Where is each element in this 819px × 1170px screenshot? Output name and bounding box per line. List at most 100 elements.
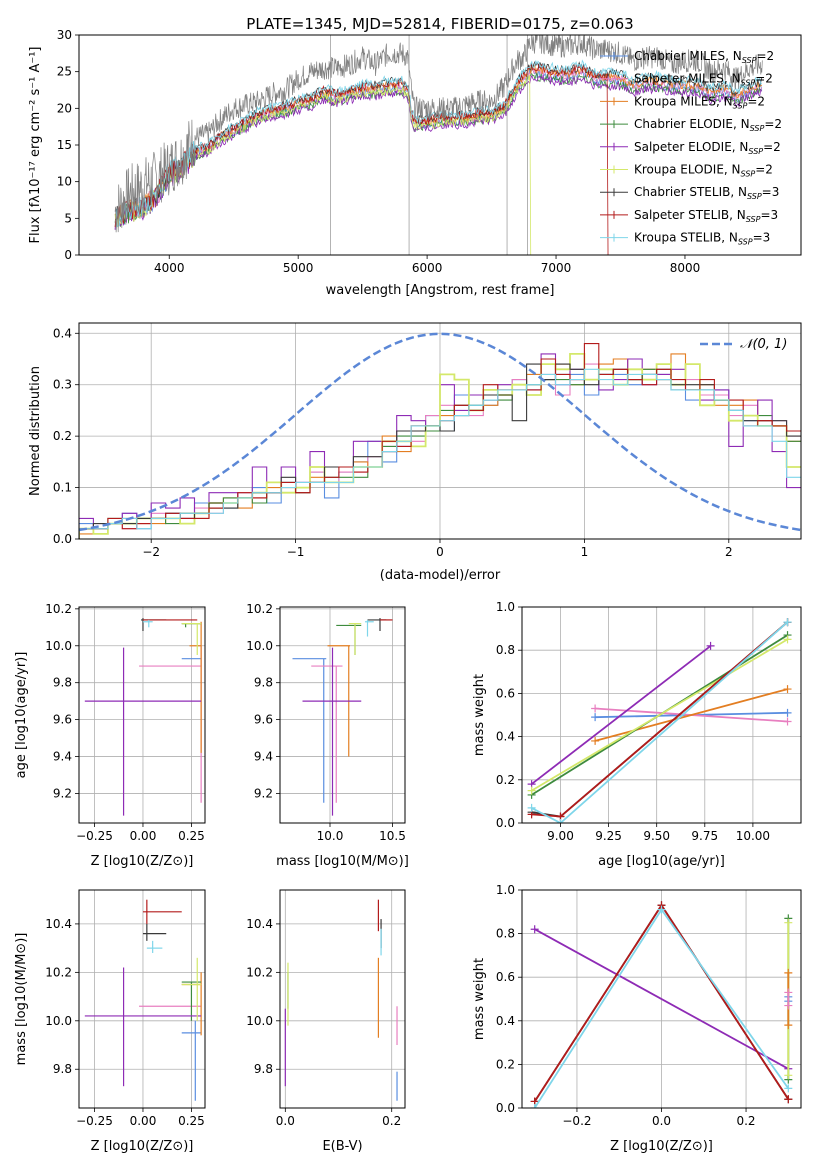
x-tick-label: 7000	[541, 261, 572, 275]
y-tick-label: 0.0	[496, 1101, 515, 1115]
y-tick-label: 0.3	[53, 378, 72, 392]
errorbar-chabrier_miles	[292, 658, 327, 803]
data-marker	[591, 736, 600, 745]
model-spectrum-kroupa_elodie	[114, 73, 532, 255]
y-axis-label: age [log10(age/yr)]	[14, 652, 29, 779]
errorbar-salpeter_elodie	[302, 647, 362, 816]
x-tick-label: 1	[581, 545, 589, 559]
legend-label: Kroupa ELODIE, NSSP=2	[634, 163, 773, 179]
y-tick-label: 0	[64, 248, 72, 262]
plot-area	[114, 35, 763, 255]
y-axis-label: Normed distribution	[28, 366, 43, 496]
y-tick-label: 9.6	[254, 713, 273, 727]
y-tick-label: 30	[57, 28, 72, 42]
errorbar-kroupa_elodie	[181, 623, 202, 655]
plot-area	[284, 899, 398, 1101]
errorbar-salpeter_elodie	[84, 967, 202, 1087]
normal-curve	[79, 332, 801, 532]
legend-label: Chabrier MILES, NSSP=2	[634, 49, 774, 65]
axes-frame	[78, 606, 206, 824]
y-tick-label: 0.4	[496, 730, 515, 744]
x-tick-label: 0.25	[178, 1114, 205, 1128]
data-marker	[784, 1084, 793, 1093]
observed-spectrum	[114, 35, 763, 233]
y-axis-label: mass weight	[472, 674, 487, 756]
y-tick-label: 9.8	[254, 676, 273, 690]
y-tick-label: 10.2	[45, 965, 72, 979]
axes-frame	[279, 606, 406, 824]
data-marker	[784, 918, 793, 927]
x-axis-label: mass [log10(M/M⊙)]	[276, 854, 409, 869]
model-spectrum-chabrier_elodie	[114, 71, 762, 227]
x-tick-label: 9.50	[643, 829, 670, 843]
x-tick-label: −0.25	[76, 829, 113, 843]
data-marker	[783, 708, 792, 717]
panel-0: 4000 5000 6000 7000 8000 0 5 10 15 20 25 30	[57, 28, 802, 275]
data-marker	[527, 803, 536, 812]
x-axis-label: E(B-V)	[322, 1139, 362, 1154]
axes-frame	[279, 889, 406, 1109]
panel-6: 0.0 0.2 9.8 10.0 10.2 10.4	[246, 889, 406, 1128]
data-marker	[591, 704, 600, 713]
errorbar-chabrier_miles	[181, 1020, 202, 1101]
errorbar-kroupa_stelib	[146, 940, 163, 953]
y-tick-label: 10.4	[45, 917, 72, 931]
errorbar-kroupa_stelib	[365, 619, 374, 637]
errorbar-salpeter_stelib	[142, 899, 182, 924]
y-tick-label: 10.0	[246, 1014, 273, 1028]
plot-area	[530, 901, 793, 1108]
y-tick-label: 0.8	[496, 927, 515, 941]
x-tick-label: 6000	[412, 261, 443, 275]
x-tick-label: 0.25	[178, 829, 205, 843]
y-tick-label: 0.6	[496, 686, 515, 700]
y-tick-label: 9.8	[254, 1062, 273, 1076]
legend-label: 𝒩(0, 1)	[740, 337, 787, 352]
data-marker	[783, 685, 792, 694]
x-tick-label: 8000	[670, 261, 701, 275]
data-marker	[706, 641, 715, 650]
series-line-kroupa_stelib	[531, 621, 789, 823]
plot-area	[79, 332, 801, 539]
y-axis-label: mass weight	[472, 958, 487, 1040]
x-tick-label: 9.00	[547, 829, 574, 843]
y-tick-label: 0.4	[496, 1014, 515, 1028]
errorbar-chabrier_elodie	[181, 981, 202, 1021]
legend-label: Kroupa STELIB, NSSP=3	[634, 231, 770, 247]
errorbar-kroupa_elodie	[348, 623, 362, 655]
data-marker	[783, 618, 792, 627]
errorbar-kroupa_elodie	[181, 957, 202, 1021]
y-tick-label: 0.2	[496, 1057, 515, 1071]
y-axis-label: Flux [fλ10⁻¹⁷ erg cm⁻² s⁻¹ A⁻¹]	[28, 47, 43, 244]
plot-area	[84, 899, 202, 1101]
y-tick-label: 0.0	[496, 816, 515, 830]
y-tick-label: 10.2	[246, 965, 273, 979]
legend-label: Salpeter ELODIE, NSSP=2	[634, 140, 781, 156]
x-tick-label: 0.00	[130, 1114, 157, 1128]
x-tick-label: 5000	[283, 261, 314, 275]
y-tick-label: 0.2	[496, 773, 515, 787]
y-tick-label: 0.6	[496, 970, 515, 984]
y-tick-label: 1.0	[496, 600, 515, 614]
plot-area	[292, 618, 393, 816]
y-tick-label: 10.2	[45, 602, 72, 616]
errorbar-kroupa_miles	[189, 621, 202, 753]
x-tick-label: 0	[436, 545, 444, 559]
y-tick-label: 10.0	[246, 639, 273, 653]
x-tick-label: 0.2	[382, 1114, 401, 1128]
x-tick-label: 2	[725, 545, 733, 559]
y-tick-label: 25	[57, 65, 72, 79]
x-tick-label: −0.2	[562, 1114, 591, 1128]
series-line-salpeter_elodie	[534, 928, 789, 1070]
y-tick-label: 10.0	[45, 639, 72, 653]
x-tick-label: −0.25	[76, 1114, 113, 1128]
series-line-salpeter_elodie	[531, 645, 712, 785]
y-tick-label: 0.0	[53, 532, 72, 546]
series-line-kroupa_elodie	[531, 638, 788, 792]
errorbar-chabrier_stelib	[142, 923, 167, 941]
y-tick-label: 0.2	[53, 429, 72, 443]
y-axis-label: mass [log10(M/M⊙)]	[14, 933, 29, 1066]
data-marker	[530, 1104, 539, 1108]
errorbar-kroupa_stelib	[142, 619, 153, 628]
x-tick-label: 10.5	[379, 829, 406, 843]
